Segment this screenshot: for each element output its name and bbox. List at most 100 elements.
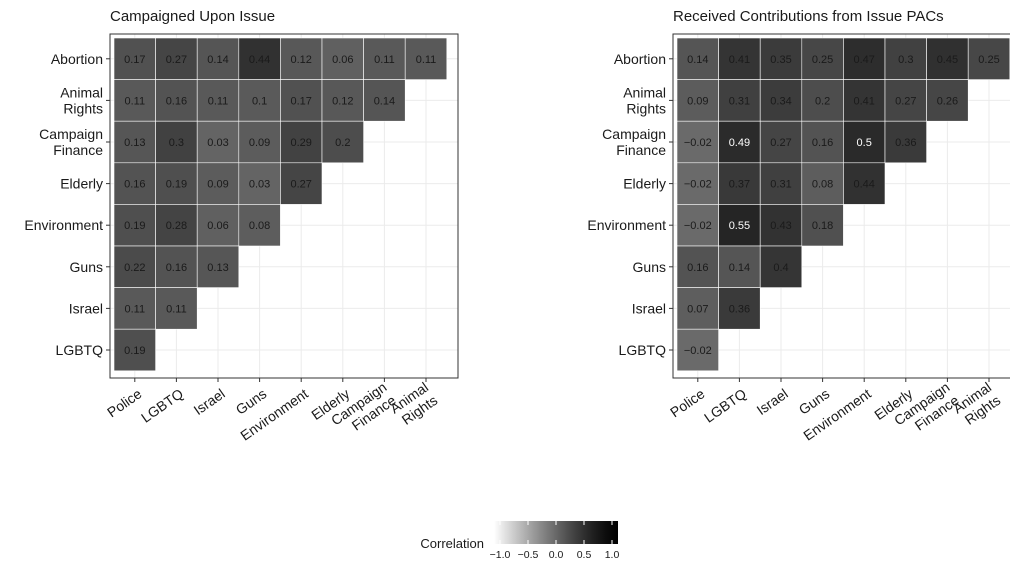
cell-value-label: 0.2	[335, 137, 350, 149]
cell-value-label: 0.31	[770, 179, 791, 191]
heatmap-cell	[843, 79, 886, 122]
cell-value-label: 0.16	[166, 95, 187, 107]
cell-value-label: 0.36	[895, 137, 916, 149]
heatmap-cell	[926, 37, 969, 80]
cell-value-label: 0.12	[290, 54, 311, 66]
cell-value-label: 0.19	[124, 345, 145, 357]
legend-ticks: −1.0 −0.5 0.0 0.5 1.0	[490, 521, 620, 561]
cell-value-label: 0.43	[770, 220, 791, 232]
cell-value-label: 0.34	[770, 95, 791, 107]
y-tick-label: Elderly	[623, 176, 666, 192]
cell-value-label: 0.26	[937, 95, 958, 107]
heatmap-cell	[676, 79, 719, 122]
cell-value-label: 0.12	[332, 95, 353, 107]
cell-value-label: 0.07	[687, 303, 708, 315]
heatmap-cell	[884, 120, 927, 164]
y-tick-label: Campaign Finance	[602, 126, 666, 158]
heatmap-cell	[196, 120, 240, 164]
legend: Correlation −1.0 −0.5 0.0 0.5 1.0	[420, 521, 619, 561]
legend-tick-label: 1.0	[605, 549, 620, 561]
heatmap-cell	[155, 287, 198, 330]
cell-value-label: 0.09	[249, 137, 270, 149]
y-tick-label: Abortion	[614, 51, 666, 67]
heatmap-cell	[238, 79, 281, 122]
cell-value-label: 0.06	[332, 54, 353, 66]
y-tick-label: LGBTQ	[56, 342, 104, 358]
heatmap-cell	[155, 120, 198, 164]
cell-value-label: 0.19	[166, 179, 187, 191]
cell-value-label: 0.28	[166, 220, 187, 232]
legend-tick-label: −1.0	[490, 549, 511, 561]
chart-title: Campaigned Upon Issue	[110, 8, 275, 25]
heatmap-cell	[759, 204, 803, 247]
cell-value-label: 0.14	[687, 54, 708, 66]
cell-value-label: 0.03	[249, 179, 270, 191]
y-axis: Abortion Animal Rights Campaign Finance Elder…	[24, 51, 110, 358]
cell-value-label: 0.31	[729, 95, 750, 107]
cell-value-label: 0.29	[290, 137, 311, 149]
heatmap-cell	[238, 120, 281, 164]
y-tick-label: Animal Rights	[60, 84, 103, 116]
cell-value-label: 0.16	[124, 179, 145, 191]
heatmap-cell	[759, 120, 803, 164]
cell-value-label: 0.3	[169, 137, 184, 149]
heatmap-cell	[363, 37, 406, 80]
y-tick-label: Guns	[70, 259, 103, 275]
heatmap-cell	[676, 120, 719, 164]
cell-value-label: 0.09	[687, 95, 708, 107]
heatmap-cell	[676, 287, 719, 330]
cell-value-label: 0.17	[124, 54, 145, 66]
cell-value-label: 0.17	[290, 95, 311, 107]
cell-value-label: 0.3	[898, 54, 913, 66]
cell-value-label: 0.03	[207, 137, 228, 149]
cell-value-label: 0.1	[252, 95, 267, 107]
cell-value-label: 0.11	[374, 54, 395, 66]
cell-value-label: 0.55	[729, 220, 750, 232]
heatmap-cell	[843, 120, 886, 164]
heatmap-cell	[843, 37, 886, 80]
heatmap-cell	[196, 245, 240, 288]
heatmap-cell	[926, 79, 969, 122]
heatmap-cells: 0.17 0.27 0.14 0.44 0.12 0.06 0.11 0.11 0.11 0.16…	[113, 37, 448, 372]
y-axis: Abortion Animal Rights Campaign Finance Elder…	[587, 51, 673, 358]
heatmap-cell	[676, 162, 719, 205]
cell-value-label: −0.02	[684, 179, 712, 191]
heatmap-cell	[801, 204, 844, 247]
heatmap-cell	[155, 162, 198, 205]
heatmap-cell	[113, 79, 156, 122]
cell-value-label: −0.02	[684, 220, 712, 232]
y-tick-label: Campaign Finance	[39, 126, 103, 158]
cell-value-label: 0.35	[770, 54, 791, 66]
heatmap-cell	[113, 204, 156, 247]
heatmap-cell	[363, 79, 406, 122]
heatmap-cell	[759, 79, 803, 122]
x-tick-label: Israel	[191, 385, 228, 418]
cell-value-label: 0.08	[812, 179, 833, 191]
cell-value-label: −0.02	[684, 137, 712, 149]
cell-value-label: 0.5	[857, 137, 872, 149]
heatmap-cell	[718, 204, 761, 247]
cell-value-label: 0.27	[895, 95, 916, 107]
heatmap-cell	[321, 37, 364, 80]
legend-title: Correlation	[420, 536, 484, 551]
heatmap-cell	[280, 162, 323, 205]
cell-value-label: 0.11	[125, 95, 146, 107]
panel-border	[672, 33, 1010, 379]
cell-value-label: 0.27	[166, 54, 187, 66]
x-tick-label: Israel	[754, 385, 791, 418]
heatmap-cell	[155, 245, 198, 288]
heatmap-cell	[676, 328, 719, 372]
cell-value-label: 0.14	[207, 54, 228, 66]
heatmap-cell	[280, 120, 323, 164]
y-tick-label: LGBTQ	[619, 342, 667, 358]
cell-value-label: 0.25	[978, 54, 999, 66]
y-tick-label: Israel	[69, 300, 103, 316]
y-tick-label: Guns	[633, 259, 666, 275]
cell-value-label: 0.36	[729, 303, 750, 315]
cell-value-label: 0.16	[687, 262, 708, 274]
heatmap-cell	[801, 162, 844, 205]
cell-value-label: 0.41	[853, 95, 874, 107]
y-tick-label: Abortion	[51, 51, 103, 67]
cell-value-label: 0.22	[124, 262, 145, 274]
